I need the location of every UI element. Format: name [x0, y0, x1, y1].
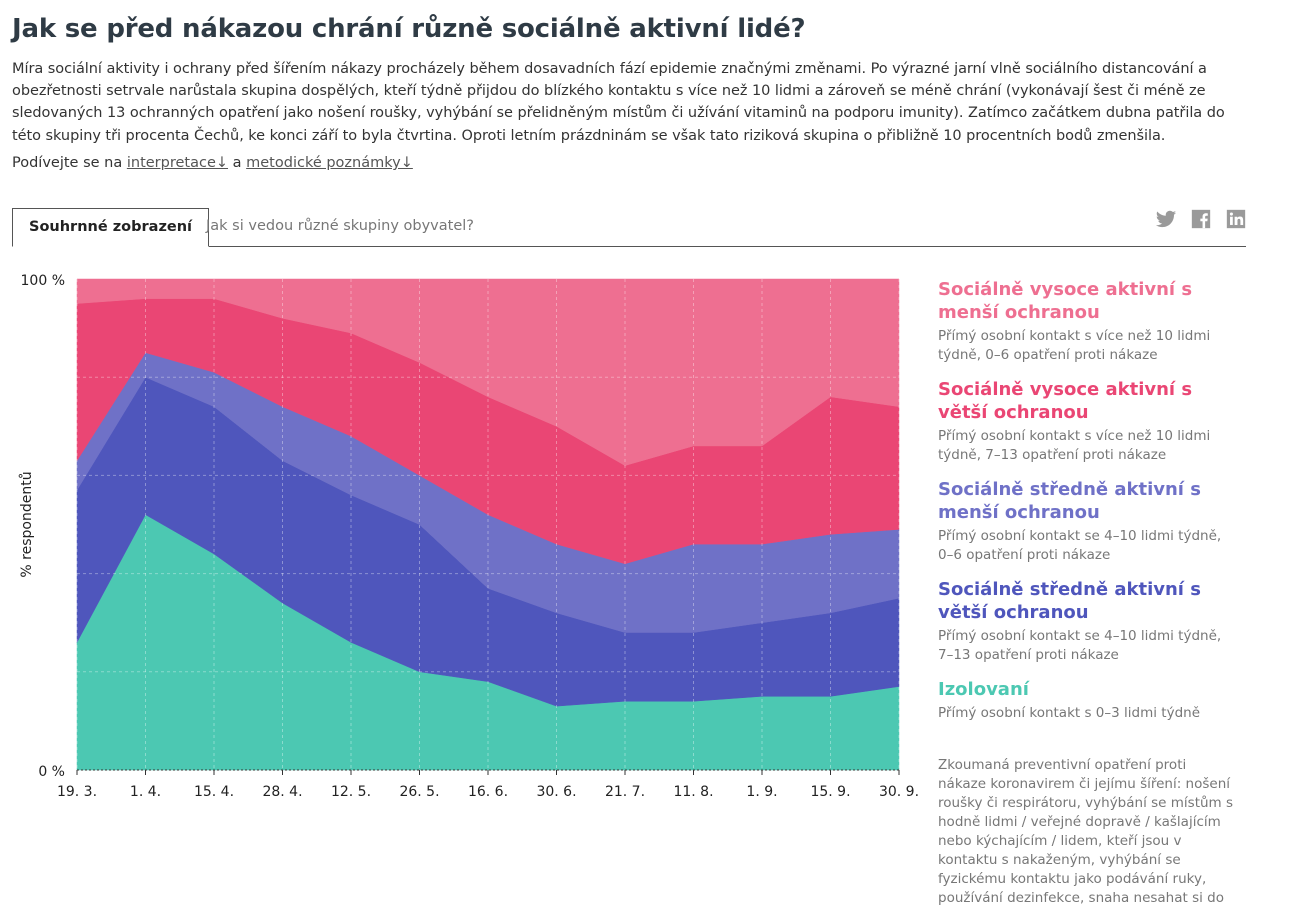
- x-tick-label: 12. 5.: [331, 784, 371, 800]
- tab-summary[interactable]: Souhrnné zobrazení: [12, 208, 210, 247]
- page-title: Jak se před nákazou chrání různě sociáln…: [12, 14, 806, 44]
- x-tick-label: 16. 6.: [468, 784, 508, 800]
- legend-title: Izolovaní: [938, 679, 1029, 700]
- y-tick-label-min: 0 %: [38, 764, 65, 780]
- tab-groups[interactable]: Jak si vedou různé skupiny obyvatel?: [206, 218, 474, 234]
- x-tick-label: 26. 5.: [399, 784, 439, 800]
- x-tick-label: 1. 9.: [746, 784, 777, 800]
- legend-item: Sociálně středně aktivní s menší ochrano…: [938, 478, 1238, 565]
- legend-title: Sociálně středně aktivní s menší ochrano…: [938, 479, 1201, 523]
- legend-item: Izolovaní Přímý osobní kontakt s 0–3 lidm…: [938, 678, 1238, 723]
- chart-area: 19. 3. 1. 4. 15. 4. 28. 4. 12. 5. 26. 5. 16. 6…: [0, 262, 920, 807]
- linkedin-icon[interactable]: [1225, 208, 1247, 230]
- x-tick-label: 15. 4.: [194, 784, 234, 800]
- x-tick-label: 30. 9.: [879, 784, 919, 800]
- legend-title: Sociálně vysoce aktivní s menší ochranou: [938, 279, 1193, 323]
- intro-paragraph: Míra sociální aktivity i ochrany před ší…: [12, 61, 1225, 144]
- legend-item: Sociálně vysoce aktivní s větší ochranou…: [938, 378, 1238, 465]
- x-tick-label: 30. 6.: [536, 784, 576, 800]
- x-tick-label: 28. 4.: [262, 784, 302, 800]
- x-tick-label: 1. 4.: [130, 784, 161, 800]
- legend-description: Přímý osobní kontakt s 0–3 lidmi týdně: [938, 705, 1200, 721]
- y-tick-label-max: 100 %: [21, 273, 65, 289]
- twitter-icon[interactable]: [1155, 208, 1177, 230]
- legend-description: Přímý osobní kontakt se 4–10 lidmi týdně…: [938, 528, 1222, 563]
- legend-description: Přímý osobní kontakt se 4–10 lidmi týdně…: [938, 628, 1222, 663]
- see-also-conjunction: a: [232, 155, 242, 171]
- stacked-area-chart: 19. 3. 1. 4. 15. 4. 28. 4. 12. 5. 26. 5. 16. 6…: [19, 273, 919, 800]
- y-axis-label: % respondentů: [19, 471, 35, 577]
- see-also: Podívejte se na interpretace↓ a metodick…: [12, 155, 413, 171]
- legend-item: Sociálně středně aktivní s větší ochrano…: [938, 578, 1238, 665]
- measures-note: Zkoumaná preventivní opatření proti náka…: [938, 757, 1234, 906]
- legend-description: Přímý osobní kontakt s více než 10 lidmi…: [938, 328, 1211, 363]
- legend-item: Sociálně vysoce aktivní s menší ochranou…: [938, 278, 1238, 365]
- x-tick-label: 11. 8.: [673, 784, 713, 800]
- x-tick-label: 15. 9.: [810, 784, 850, 800]
- legend-title: Sociálně středně aktivní s větší ochrano…: [938, 579, 1201, 623]
- legend: Sociálně vysoce aktivní s menší ochranou…: [938, 278, 1238, 736]
- legend-description: Přímý osobní kontakt s více než 10 lidmi…: [938, 428, 1211, 463]
- share-icons: [1155, 208, 1247, 230]
- interpretation-link[interactable]: interpretace↓: [126, 155, 229, 171]
- facebook-icon[interactable]: [1190, 208, 1212, 230]
- tab-bar: Souhrnné zobrazení Jak si vedou různé sk…: [12, 208, 1246, 247]
- area-series-4: [76, 278, 900, 466]
- methodology-link[interactable]: metodické poznámky↓: [246, 155, 413, 171]
- legend-title: Sociálně vysoce aktivní s větší ochranou: [938, 379, 1193, 423]
- x-tick-label: 21. 7.: [605, 784, 645, 800]
- see-also-prefix: Podívejte se na: [12, 155, 123, 171]
- x-tick-label: 19. 3.: [57, 784, 97, 800]
